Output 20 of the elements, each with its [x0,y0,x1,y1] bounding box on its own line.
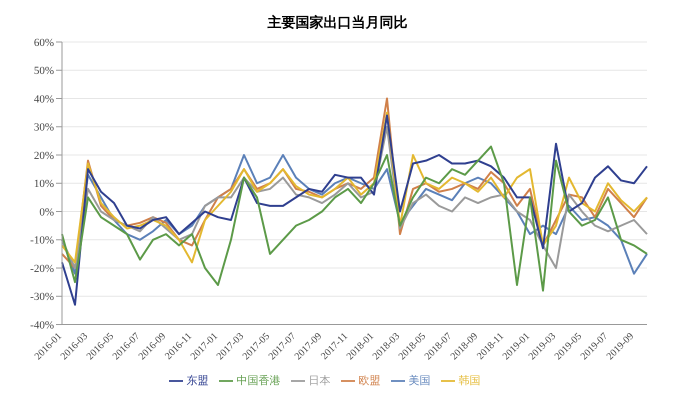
chart-title: 主要国家出口当月同比 [266,14,408,33]
y-tick-label: 10% [34,178,54,190]
line-series [61,114,648,306]
legend-label: 欧盟 [358,374,380,387]
legend-label: 日本 [308,374,330,387]
y-tick-label: 30% [34,122,54,134]
y-tick-label: 40% [34,93,54,106]
y-tick-label: -40% [30,319,54,332]
y-tick-label: -10% [30,234,54,247]
legend-label: 韩国 [458,374,480,387]
y-tick-label: 60% [34,36,54,49]
line-series [61,146,648,292]
legend-label: 美国 [408,374,430,387]
y-tick-label: 50% [34,65,54,78]
y-tick-label: 20% [34,150,54,162]
legend-label: 东盟 [186,374,208,387]
y-tick-label: -20% [30,262,54,275]
y-tick-label: -30% [30,291,54,304]
y-tick-label: 0% [39,206,54,218]
legend-label: 中国香港 [236,374,280,387]
